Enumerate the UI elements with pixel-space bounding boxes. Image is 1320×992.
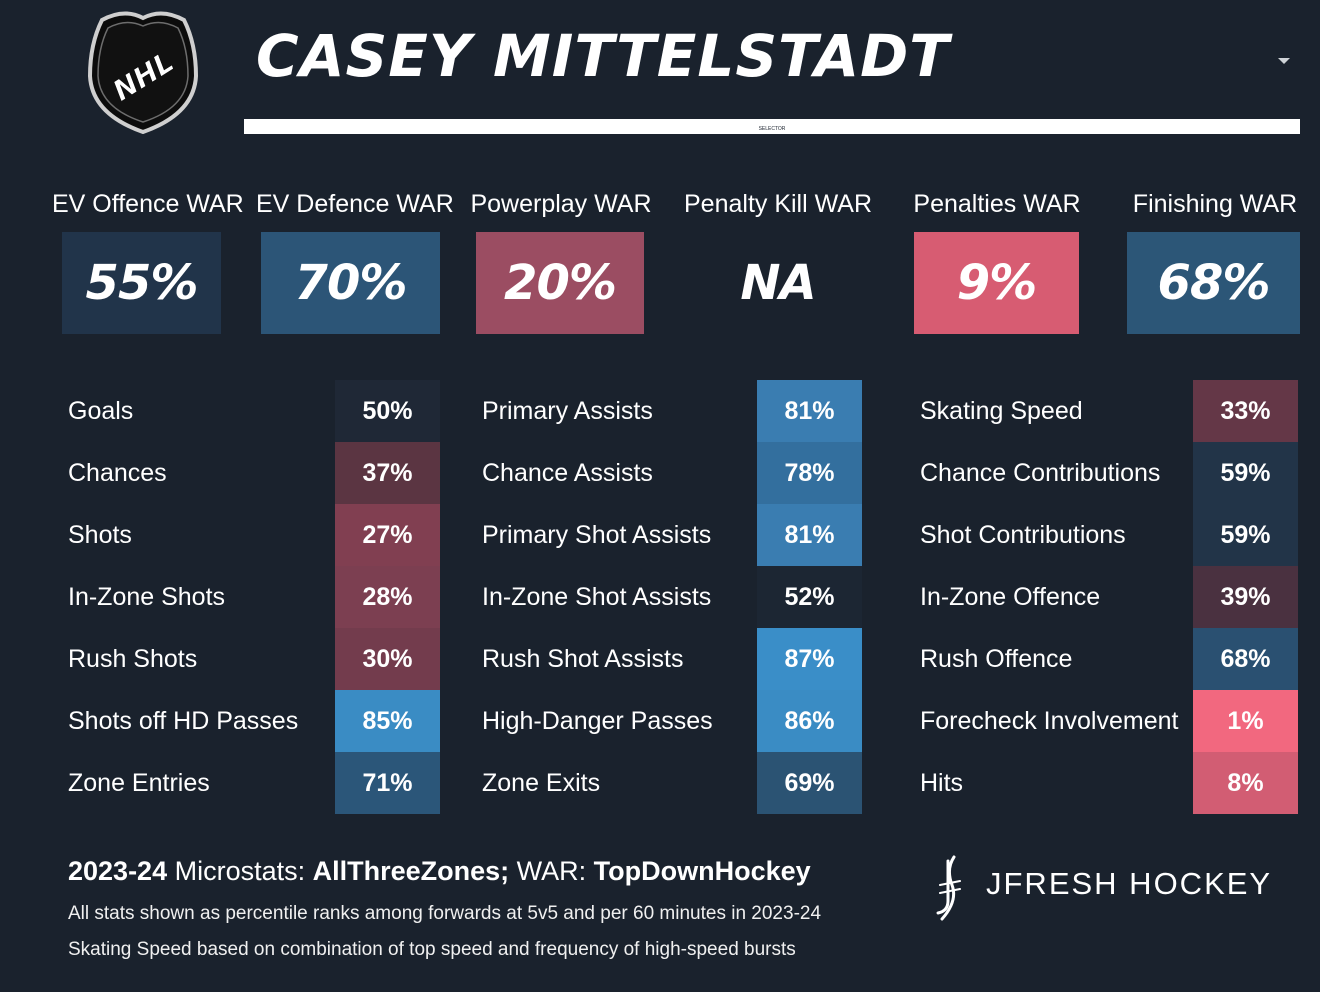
stat-percentile-cell: 52% xyxy=(757,566,862,628)
stat-percentile-cell: 71% xyxy=(335,752,440,814)
stat-label: Rush Shot Assists xyxy=(482,645,684,673)
stat-percentile-cell: 28% xyxy=(335,566,440,628)
stat-percentile-cell: 37% xyxy=(335,442,440,504)
stat-label: In-Zone Shots xyxy=(68,583,226,611)
war-box-penalties: 9% xyxy=(914,232,1079,334)
stat-percentile-cell: 59% xyxy=(1193,442,1298,504)
stat-percentile-cell: 50% xyxy=(335,380,440,442)
war-box-ev-defence: 70% xyxy=(261,232,440,334)
stat-percentile-cell: 69% xyxy=(757,752,862,814)
war-box-ev-offence: 55% xyxy=(62,232,221,334)
stat-label: In-Zone Shot Assists xyxy=(482,583,712,611)
stat-percentile-cell: 86% xyxy=(757,690,862,752)
footer-microstats-label: Microstats: xyxy=(167,856,313,886)
footer-credits: 2023-24 Microstats: AllThreeZones; WAR: … xyxy=(68,856,811,887)
stat-label: Rush Shots xyxy=(68,645,198,673)
stat-percentile-cell: 81% xyxy=(757,504,862,566)
stat-label: Hits xyxy=(920,769,964,797)
stat-percentile-cell: 87% xyxy=(757,628,862,690)
stat-label: Shot Contributions xyxy=(920,521,1126,549)
stat-label: High-Danger Passes xyxy=(482,707,713,735)
stat-percentile-cell: 8% xyxy=(1193,752,1298,814)
player-name: CASEY MITTELSTADT xyxy=(256,22,950,90)
stat-percentile-cell: 1% xyxy=(1193,690,1298,752)
war-label-ev-offence: EV Offence WAR xyxy=(52,190,244,218)
stat-label: Skating Speed xyxy=(920,397,1083,425)
stat-percentile-cell: 39% xyxy=(1193,566,1298,628)
player-selector[interactable]: SELECTOR xyxy=(244,119,1300,134)
footer-war-label: WAR: xyxy=(509,856,594,886)
footer-war-source: TopDownHockey xyxy=(593,856,811,886)
stat-label: Rush Offence xyxy=(920,645,1073,673)
stat-label: Chance Contributions xyxy=(920,459,1161,487)
war-label-penalties: Penalties WAR xyxy=(913,190,1081,218)
footer-season: 2023-24 xyxy=(68,856,168,886)
brand-name: JFRESH HOCKEY xyxy=(986,866,1273,901)
war-box-penalty-kill: NA xyxy=(697,232,859,334)
war-label-finishing: Finishing WAR xyxy=(1132,190,1298,218)
footer-microstats-source: AllThreeZones; xyxy=(312,856,510,886)
chevron-down-icon[interactable] xyxy=(1278,58,1290,64)
war-box-powerplay: 20% xyxy=(476,232,644,334)
stat-percentile-cell: 81% xyxy=(757,380,862,442)
stat-label: Chance Assists xyxy=(482,459,653,487)
stat-label: Goals xyxy=(68,397,134,425)
war-label-ev-defence: EV Defence WAR xyxy=(256,190,454,218)
stat-label: In-Zone Offence xyxy=(920,583,1101,611)
stat-percentile-cell: 33% xyxy=(1193,380,1298,442)
footer-note-percentiles: All stats shown as percentile ranks amon… xyxy=(68,903,822,924)
stat-percentile-cell: 30% xyxy=(335,628,440,690)
stat-label: Zone Exits xyxy=(482,769,601,797)
stat-percentile-cell: 27% xyxy=(335,504,440,566)
stat-label: Forecheck Involvement xyxy=(920,707,1179,735)
nhl-logo: NHL xyxy=(87,11,199,134)
war-label-powerplay: Powerplay WAR xyxy=(470,190,652,218)
stat-label: Primary Assists xyxy=(482,397,653,425)
stat-label: Primary Shot Assists xyxy=(482,521,712,549)
stat-label: Shots off HD Passes xyxy=(68,707,299,735)
war-box-finishing: 68% xyxy=(1127,232,1300,334)
stat-percentile-cell: 78% xyxy=(757,442,862,504)
stat-label: Chances xyxy=(68,459,167,487)
stat-percentile-cell: 59% xyxy=(1193,504,1298,566)
stat-label: Zone Entries xyxy=(68,769,210,797)
war-label-penalty-kill: Penalty Kill WAR xyxy=(684,190,873,218)
stat-percentile-cell: 85% xyxy=(335,690,440,752)
footer-note-skating: Skating Speed based on combination of to… xyxy=(68,939,796,960)
stat-percentile-cell: 68% xyxy=(1193,628,1298,690)
stat-label: Shots xyxy=(68,521,132,549)
skate-icon xyxy=(936,855,961,921)
